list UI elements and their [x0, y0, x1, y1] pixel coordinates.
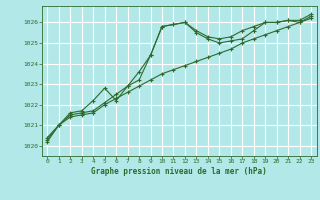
X-axis label: Graphe pression niveau de la mer (hPa): Graphe pression niveau de la mer (hPa) [91, 167, 267, 176]
